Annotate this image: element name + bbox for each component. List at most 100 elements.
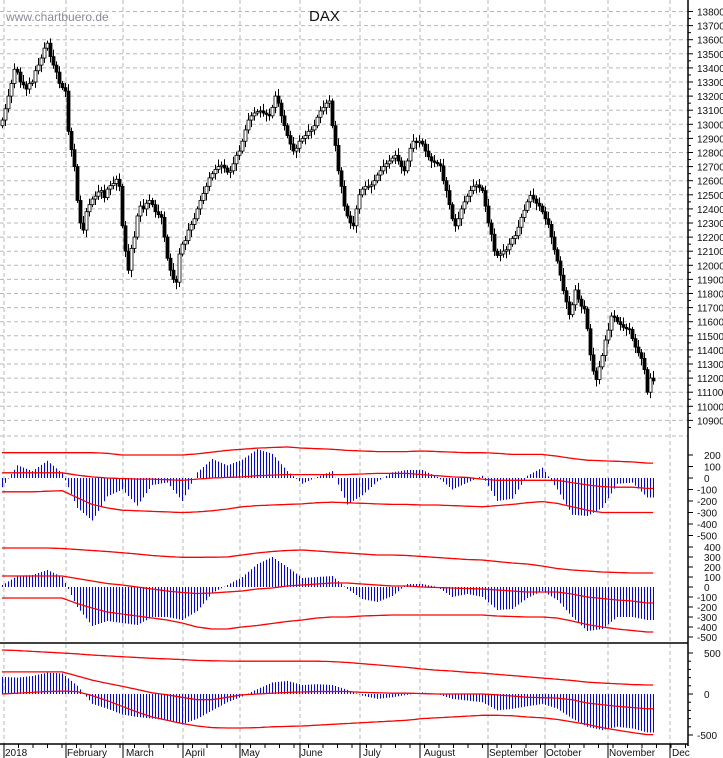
candle-body-down xyxy=(420,140,425,145)
candle-body-down xyxy=(330,100,335,127)
candle-body-down xyxy=(288,135,293,145)
candle-body-down xyxy=(546,218,551,225)
candle-body-down xyxy=(153,204,158,213)
candle xyxy=(237,145,242,161)
y-tick-label: -300 xyxy=(697,509,717,520)
candle-body-down xyxy=(267,114,272,117)
candle-body-down xyxy=(414,140,419,144)
candle xyxy=(420,138,425,147)
candle-body-up xyxy=(36,64,41,72)
y-tick-label: 12000 xyxy=(697,261,723,272)
chart-title: DAX xyxy=(309,8,340,25)
candle-body-up xyxy=(255,111,260,114)
candle xyxy=(303,130,308,145)
candle xyxy=(105,186,110,201)
candle-body-down xyxy=(552,236,557,251)
y-tick-label: 0 xyxy=(704,583,710,594)
band-lower xyxy=(2,597,653,633)
y-tick-label: -100 xyxy=(697,593,717,604)
candle xyxy=(327,95,332,108)
candle-body-down xyxy=(150,200,155,206)
band-middle xyxy=(2,472,653,490)
candle xyxy=(561,268,566,295)
candle xyxy=(591,347,596,375)
candle-body-down xyxy=(633,338,638,348)
candle xyxy=(321,100,326,115)
candle xyxy=(345,203,350,219)
candle xyxy=(162,211,167,242)
candle xyxy=(630,326,635,342)
candle-body-up xyxy=(273,95,278,108)
candle xyxy=(597,360,602,385)
candle-body-down xyxy=(165,236,170,259)
candle-body-down xyxy=(402,166,407,172)
candle xyxy=(204,182,209,201)
y-tick-label: -400 xyxy=(697,623,717,634)
candlesticks xyxy=(0,38,656,399)
candle-body-up xyxy=(42,47,47,59)
candle xyxy=(405,158,410,174)
candle-body-up xyxy=(189,224,194,231)
candle-body-up xyxy=(93,195,98,200)
candle-body-down xyxy=(441,165,446,182)
candle xyxy=(564,287,569,310)
y-tick-label: 11600 xyxy=(697,318,723,329)
y-tick-label: 0 xyxy=(704,690,710,701)
candle xyxy=(366,179,371,191)
candle xyxy=(21,74,26,89)
candle xyxy=(354,205,359,233)
candle-body-down xyxy=(72,149,77,167)
candle xyxy=(192,212,197,230)
candle xyxy=(423,139,428,158)
candle-body-up xyxy=(471,185,476,191)
candle-body-down xyxy=(651,377,656,382)
candle-body-up xyxy=(192,218,197,225)
candle xyxy=(309,126,314,139)
candle-body-up xyxy=(600,355,605,368)
candle xyxy=(33,65,38,88)
candle-body-up xyxy=(111,183,116,187)
y-tick-label: 12900 xyxy=(697,134,723,145)
candle xyxy=(141,199,146,213)
candle-body-down xyxy=(480,187,485,191)
candle xyxy=(153,199,158,218)
candle-body-up xyxy=(219,164,224,168)
candle-body-down xyxy=(285,125,290,136)
candle xyxy=(90,196,95,208)
candle xyxy=(213,164,218,180)
candle-body-up xyxy=(324,102,329,108)
y-tick-label: 11200 xyxy=(697,374,723,385)
candle-body-up xyxy=(0,119,5,127)
candle xyxy=(516,220,521,240)
candle-body-down xyxy=(486,205,491,224)
candle-body-up xyxy=(513,235,518,239)
candle-body-up xyxy=(105,188,110,199)
candle-body-down xyxy=(444,180,449,191)
candle xyxy=(609,312,614,338)
candle-body-up xyxy=(309,129,314,132)
candle-body-down xyxy=(57,71,62,84)
candle-body-down xyxy=(429,156,434,162)
candle xyxy=(66,84,71,136)
candle-body-down xyxy=(48,42,53,58)
candle xyxy=(210,171,215,181)
candle xyxy=(579,295,584,314)
candle xyxy=(396,148,401,165)
candle-body-up xyxy=(201,192,206,201)
candle xyxy=(36,58,41,75)
candle-body-down xyxy=(483,190,488,207)
candle-body-up xyxy=(30,81,35,84)
candle xyxy=(39,54,44,73)
y-tick-label: -200 xyxy=(697,497,717,508)
candle xyxy=(249,112,254,128)
candle xyxy=(606,323,611,344)
indicator-panel-3 xyxy=(1,649,654,736)
y-tick-label: 13500 xyxy=(697,50,723,61)
candle-body-up xyxy=(3,108,8,121)
candle-body-up xyxy=(135,215,140,238)
y-tick-label: 12400 xyxy=(697,205,723,216)
candle-body-up xyxy=(522,209,527,218)
candle xyxy=(174,275,179,290)
candle-body-up xyxy=(498,253,503,256)
